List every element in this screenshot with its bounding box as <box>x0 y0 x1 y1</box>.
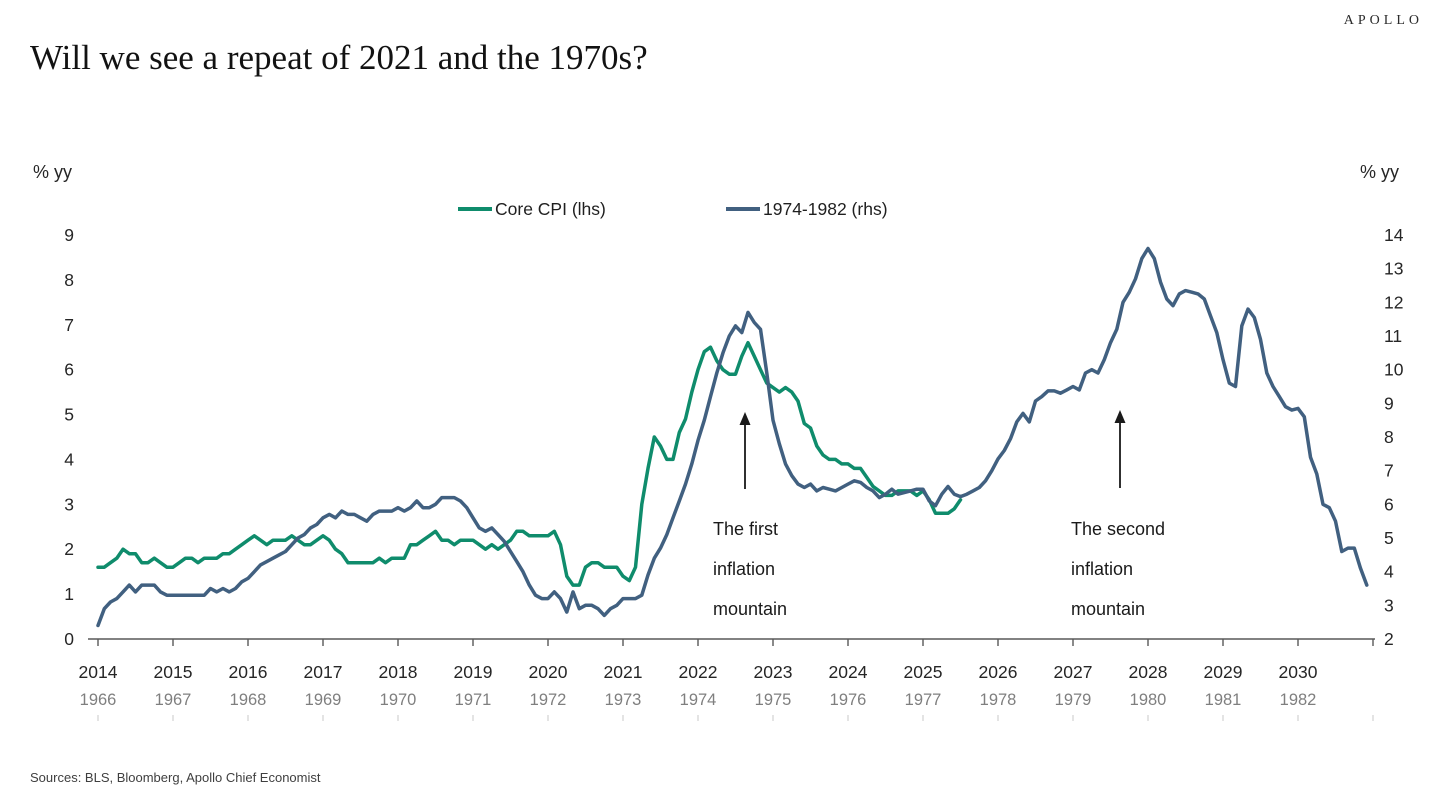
first-mountain-annotation: The first inflation mountain <box>713 509 787 629</box>
core-cpi-legend-label: Core CPI (lhs) <box>495 198 606 219</box>
annotation-arrowhead-2 <box>1114 410 1126 423</box>
second-mountain-annotation: The second inflation mountain <box>1071 509 1165 629</box>
left-axis-tick-label: 4 <box>64 449 74 469</box>
right-axis-tick-label: 4 <box>1384 562 1394 582</box>
right-axis-tick-label: 11 <box>1384 326 1402 346</box>
x-tick-label-secondary: 1974 <box>680 691 717 709</box>
right-axis-tick-label: 5 <box>1384 528 1394 548</box>
x-tick-label-primary: 2023 <box>754 662 793 682</box>
x-tick-label-secondary: 1968 <box>230 691 267 709</box>
x-tick-label-primary: 2022 <box>679 662 718 682</box>
x-tick-label-primary: 2024 <box>829 662 868 682</box>
x-tick-label-secondary: 1980 <box>1130 691 1167 709</box>
right-axis-tick-label: 12 <box>1384 292 1403 312</box>
left-axis-tick-label: 8 <box>64 270 74 290</box>
annotation-line: mountain <box>1071 599 1146 619</box>
x-tick-label-secondary: 1966 <box>80 691 117 709</box>
right-axis-tick-label: 14 <box>1384 225 1404 245</box>
right-axis-unit-label: % yy <box>1360 162 1400 182</box>
legend-item-1974-1982: 1974-1982 (rhs) <box>726 199 888 219</box>
right-axis-tick-label: 7 <box>1384 461 1394 481</box>
x-tick-label-primary: 2026 <box>979 662 1018 682</box>
x-tick-label-secondary: 1967 <box>155 691 192 709</box>
legend-item-core-cpi: Core CPI (lhs) <box>458 199 606 219</box>
left-axis-tick-label: 9 <box>64 225 74 245</box>
annotation-line: The first <box>713 519 779 539</box>
annotation-line: The second <box>1071 519 1166 539</box>
x-tick-label-secondary: 1976 <box>830 691 867 709</box>
series-1974-1982-line <box>96 246 1369 628</box>
left-axis-tick-label: 2 <box>64 539 74 559</box>
core-cpi-legend-swatch <box>458 207 492 211</box>
left-axis-tick-label: 0 <box>64 629 74 649</box>
apollo-logo: APOLLO <box>1343 13 1423 28</box>
core-cpi-line <box>96 340 963 587</box>
x-tick-label-secondary: 1973 <box>605 691 642 709</box>
left-axis-tick-label: 6 <box>64 360 74 380</box>
page-title: Will we see a repeat of 2021 and the 197… <box>30 38 648 77</box>
right-axis-tick-label: 6 <box>1384 494 1394 514</box>
x-tick-label-primary: 2028 <box>1129 662 1168 682</box>
x-tick-label-primary: 2020 <box>529 662 568 682</box>
x-tick-label-primary: 2017 <box>304 662 343 682</box>
annotation-line: inflation <box>1071 559 1134 579</box>
left-axis-tick-label: 1 <box>64 584 74 604</box>
x-tick-label-secondary: 1981 <box>1205 691 1242 709</box>
x-tick-label-secondary: 1969 <box>305 691 342 709</box>
right-axis-tick-label: 2 <box>1384 629 1394 649</box>
x-tick-label-primary: 2016 <box>229 662 268 682</box>
left-axis-tick-label: 3 <box>64 494 74 514</box>
right-axis-tick-label: 3 <box>1384 595 1394 615</box>
x-tick-label-primary: 2029 <box>1204 662 1243 682</box>
right-axis-tick-label: 10 <box>1384 360 1404 380</box>
x-tick-label-primary: 2025 <box>904 662 943 682</box>
x-tick-label-secondary: 1979 <box>1055 691 1092 709</box>
annotation-arrowhead-1 <box>739 412 751 425</box>
x-tick-label-secondary: 1982 <box>1280 691 1317 709</box>
1974-1982-legend-label: 1974-1982 (rhs) <box>763 198 888 219</box>
annotation-line: inflation <box>713 559 776 579</box>
x-tick-label-secondary: 1975 <box>755 691 792 709</box>
left-axis-tick-label: 7 <box>64 315 74 335</box>
x-tick-label-secondary: 1977 <box>905 691 942 709</box>
1974-1982-legend-swatch <box>726 207 760 211</box>
x-tick-label-secondary: 1972 <box>530 691 567 709</box>
x-tick-label-primary: 2014 <box>79 662 118 682</box>
left-axis-unit-label: % yy <box>33 162 73 182</box>
x-tick-label-secondary: 1978 <box>980 691 1017 709</box>
annotation-line: mountain <box>713 599 788 619</box>
x-tick-label-secondary: 1970 <box>380 691 417 709</box>
right-axis-tick-label: 8 <box>1384 427 1394 447</box>
left-axis-tick-label: 5 <box>64 405 74 425</box>
right-axis-tick-label: 13 <box>1384 259 1403 279</box>
x-tick-label-primary: 2015 <box>154 662 193 682</box>
x-tick-label-primary: 2027 <box>1054 662 1093 682</box>
x-tick-label-secondary: 1971 <box>455 691 492 709</box>
sources-note: Sources: BLS, Bloomberg, Apollo Chief Ec… <box>30 770 321 785</box>
x-tick-label-primary: 2021 <box>604 662 643 682</box>
x-tick-label-primary: 2018 <box>379 662 418 682</box>
x-tick-label-primary: 2030 <box>1279 662 1318 682</box>
right-axis-tick-label: 9 <box>1384 393 1394 413</box>
x-tick-label-primary: 2019 <box>454 662 493 682</box>
